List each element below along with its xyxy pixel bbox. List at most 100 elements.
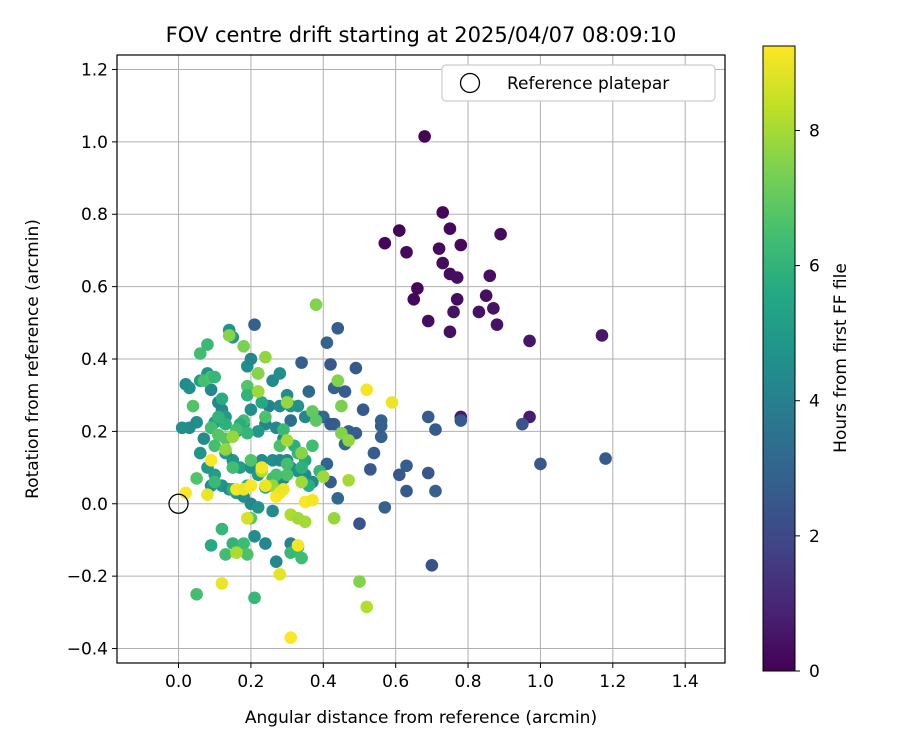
data-point — [204, 539, 218, 552]
data-point — [400, 484, 413, 498]
data-point — [324, 358, 337, 371]
data-point — [342, 434, 355, 447]
data-point — [421, 410, 435, 424]
data-point — [443, 325, 457, 339]
chart-title: FOV centre drift starting at 2025/04/07 … — [166, 23, 677, 47]
data-point — [374, 430, 388, 444]
data-point — [248, 530, 261, 543]
data-point — [353, 575, 366, 588]
data-point — [392, 224, 406, 237]
data-point — [219, 417, 232, 431]
data-point — [523, 334, 536, 348]
y-axis-label: Rotation from reference (arcmin) — [23, 219, 43, 499]
data-point — [240, 511, 254, 525]
data-point — [197, 432, 211, 445]
data-point — [295, 475, 308, 489]
y-tick-label: 0.6 — [81, 278, 108, 298]
data-point — [378, 236, 392, 250]
data-point — [183, 381, 196, 395]
legend-box — [441, 64, 716, 102]
data-point — [421, 314, 435, 328]
data-point — [331, 321, 345, 335]
data-point — [353, 517, 366, 530]
data-point — [244, 454, 258, 467]
data-point — [298, 515, 312, 529]
data-point — [291, 539, 305, 552]
data-point — [407, 292, 421, 306]
data-point — [331, 492, 345, 505]
data-point — [208, 370, 222, 384]
data-point — [230, 546, 243, 559]
y-tick-label: 0.4 — [81, 350, 108, 370]
data-point — [378, 501, 392, 514]
x-tick-label: 0.0 — [165, 672, 192, 692]
data-point — [273, 568, 287, 581]
data-point — [306, 439, 319, 453]
colorbar-tick-label: 4 — [809, 392, 820, 412]
data-point — [454, 414, 468, 427]
data-point — [429, 423, 442, 436]
data-point — [324, 417, 337, 431]
data-point — [237, 537, 250, 550]
data-point — [259, 410, 272, 424]
data-point — [255, 461, 269, 474]
data-point — [306, 493, 319, 507]
data-point — [450, 292, 464, 306]
data-point — [472, 305, 486, 319]
data-point — [418, 130, 431, 143]
x-tick-label: 1.4 — [672, 672, 699, 692]
data-point — [255, 396, 269, 409]
data-point — [248, 591, 261, 605]
data-point — [190, 472, 203, 485]
data-point — [280, 396, 294, 409]
colorbar-label: Hours from first FF file — [831, 263, 851, 453]
x-axis-label: Angular distance from reference (arcmin) — [245, 708, 597, 728]
colorbar-tick-label: 8 — [809, 121, 820, 141]
data-point — [436, 206, 450, 219]
y-tick-label: 0.2 — [81, 422, 108, 442]
data-point — [215, 392, 229, 406]
data-point — [201, 488, 214, 502]
data-point — [450, 271, 464, 284]
x-axis-ticks: 0.0 0.2 0.4 0.6 0.8 1.0 1.2 1.4 — [165, 663, 699, 692]
data-point — [201, 338, 214, 351]
data-point — [259, 537, 272, 550]
data-point — [349, 361, 363, 375]
data-point — [302, 385, 316, 398]
data-point — [259, 479, 272, 492]
data-point — [280, 468, 294, 482]
data-point — [291, 399, 305, 413]
data-point — [487, 302, 500, 315]
data-point — [266, 504, 279, 518]
data-point — [204, 383, 218, 397]
legend-marker-icon — [459, 72, 481, 94]
data-point — [479, 289, 493, 302]
data-point — [244, 403, 258, 416]
data-point — [175, 421, 189, 435]
data-point — [215, 577, 229, 590]
data-point — [222, 329, 236, 342]
data-point — [309, 298, 323, 312]
data-point — [316, 470, 330, 483]
data-point — [429, 484, 442, 498]
data-point — [516, 417, 529, 431]
data-point — [599, 452, 612, 465]
data-point — [284, 414, 298, 427]
data-point — [400, 245, 413, 259]
data-point — [251, 425, 265, 438]
data-point — [190, 587, 203, 601]
data-point — [436, 256, 450, 270]
colorbar-tick-label: 2 — [809, 527, 820, 547]
data-point — [392, 468, 406, 482]
data-point — [494, 227, 507, 241]
data-point — [595, 329, 609, 342]
y-tick-label: 0.8 — [81, 205, 108, 225]
x-tick-label: 0.6 — [382, 672, 409, 692]
data-point — [454, 238, 468, 252]
data-point — [244, 352, 258, 366]
y-tick-label: 0.0 — [81, 495, 108, 515]
data-point — [411, 282, 424, 295]
data-point — [226, 461, 240, 474]
data-point — [277, 423, 290, 436]
